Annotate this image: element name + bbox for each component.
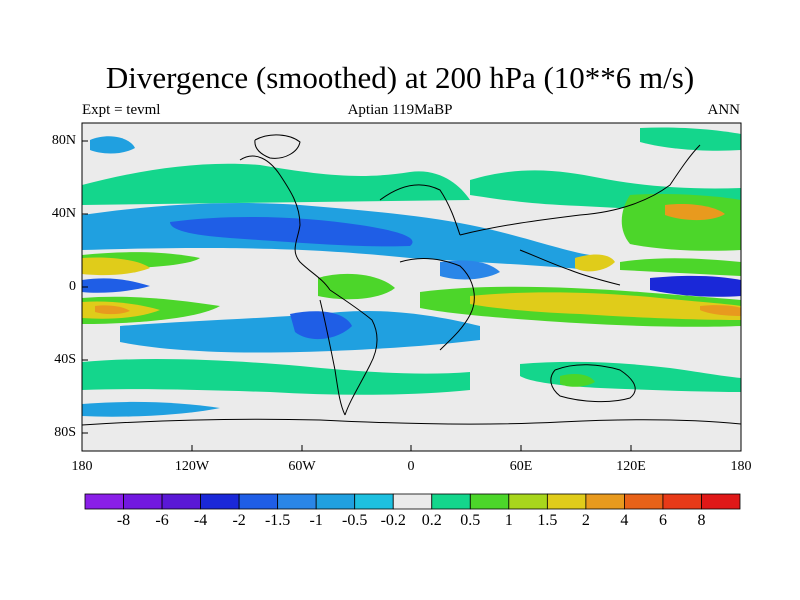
contour-south-tropic-orange (95, 305, 130, 315)
contour-tropical-north-yellow (82, 257, 150, 276)
colorbar-swatch (431, 493, 471, 510)
colorbar-swatch (662, 493, 702, 510)
colorbar-swatch (200, 493, 240, 510)
colorbar-swatch (277, 493, 317, 510)
colorbar-swatch (585, 493, 625, 510)
colorbar-swatch (624, 493, 664, 510)
colorbar-label: -1.5 (264, 512, 291, 529)
coast-southeast-asia (519, 249, 621, 286)
colorbar-swatch (123, 493, 163, 510)
tick-marks (81, 140, 742, 451)
coast-africa (399, 258, 475, 351)
contour-field (82, 123, 741, 451)
contour-far-south-blue (82, 401, 220, 417)
colorbar-label: 0.5 (460, 512, 481, 529)
colorbar-label: 0.2 (421, 512, 442, 529)
contour-indian-orange (700, 305, 741, 316)
x-tick-180e: 180 (730, 459, 752, 474)
x-tick-120e: 120E (616, 459, 646, 474)
x-tick-120w: 120W (174, 459, 210, 474)
x-tick-60e: 60E (509, 459, 533, 474)
colorbar-label: 1.5 (537, 512, 558, 529)
colorbar-swatch (546, 493, 587, 510)
x-tick-180w: 180 (71, 459, 93, 474)
colorbar-swatch (238, 493, 279, 510)
map-title: Divergence (smoothed) at 200 hPa (10**6 … (105, 60, 695, 95)
colorbar-label: -4 (193, 512, 208, 529)
contour-arctic-green (640, 127, 741, 151)
experiment-label: Expt = tevml (82, 102, 161, 118)
colorbar-swatch (315, 493, 356, 510)
y-tick-40n: 40N (51, 206, 76, 221)
colorbar-label: -6 (155, 512, 169, 529)
contour-atlantic-green (318, 273, 395, 300)
contour-north-green (82, 163, 470, 205)
coast-europe (379, 184, 461, 236)
contour-arctic-blue (90, 136, 135, 154)
colorbar-swatch (469, 493, 510, 510)
colorbar-label: -0.2 (380, 512, 406, 529)
colorbar (84, 493, 741, 510)
coast-north-america (239, 155, 331, 291)
colorbar-swatch (508, 493, 548, 510)
coast-south-america (329, 289, 378, 416)
colorbar-label: 2 (581, 512, 590, 529)
colorbar-label: 6 (658, 512, 667, 529)
colorbar-label: -1 (309, 512, 323, 529)
season-label: ANN (707, 102, 741, 118)
colorbar-swatch (161, 493, 201, 510)
colorbar-swatch (354, 493, 394, 510)
x-tick-0: 0 (407, 459, 415, 474)
y-tick-80s: 80S (54, 425, 76, 440)
contour-warmpool-yellow (575, 254, 615, 272)
colorbar-label: -2 (232, 512, 246, 529)
contour-north-blue-core (170, 216, 413, 247)
y-tick-0: 0 (69, 279, 76, 294)
y-tick-80n: 80N (51, 133, 76, 148)
coast-south-america-west (319, 299, 346, 416)
coastlines (82, 134, 741, 426)
colorbar-label: -0.5 (342, 512, 368, 529)
contour-africa-blue (440, 260, 500, 280)
coast-greenland (254, 134, 301, 159)
colorbar-swatch (84, 493, 124, 510)
contour-eastasia-orange (665, 204, 725, 221)
y-tick-40s: 40S (54, 352, 76, 367)
contour-equator-east-blue (650, 275, 741, 297)
colorbar-swatch (701, 493, 741, 510)
colorbar-label: 8 (697, 512, 706, 529)
coast-australia (550, 364, 636, 403)
contour-pacific-north-green (620, 258, 741, 276)
colorbar-label: -8 (116, 512, 131, 529)
contour-south-green-band (82, 359, 470, 395)
colorbar-label: 1 (504, 512, 513, 529)
x-tick-60w: 60W (288, 459, 316, 474)
colorbar-swatch (392, 493, 433, 510)
coast-antarctica (82, 418, 741, 426)
colorbar-label: 4 (620, 512, 629, 529)
contour-south-blue-core (290, 311, 352, 340)
contour-indian-yellow (470, 292, 741, 320)
contour-antarctic-green (560, 374, 595, 387)
contour-equator-blue (82, 278, 150, 293)
coast-asia (459, 144, 701, 236)
period-label: Aptian 119MaBP (347, 102, 453, 118)
